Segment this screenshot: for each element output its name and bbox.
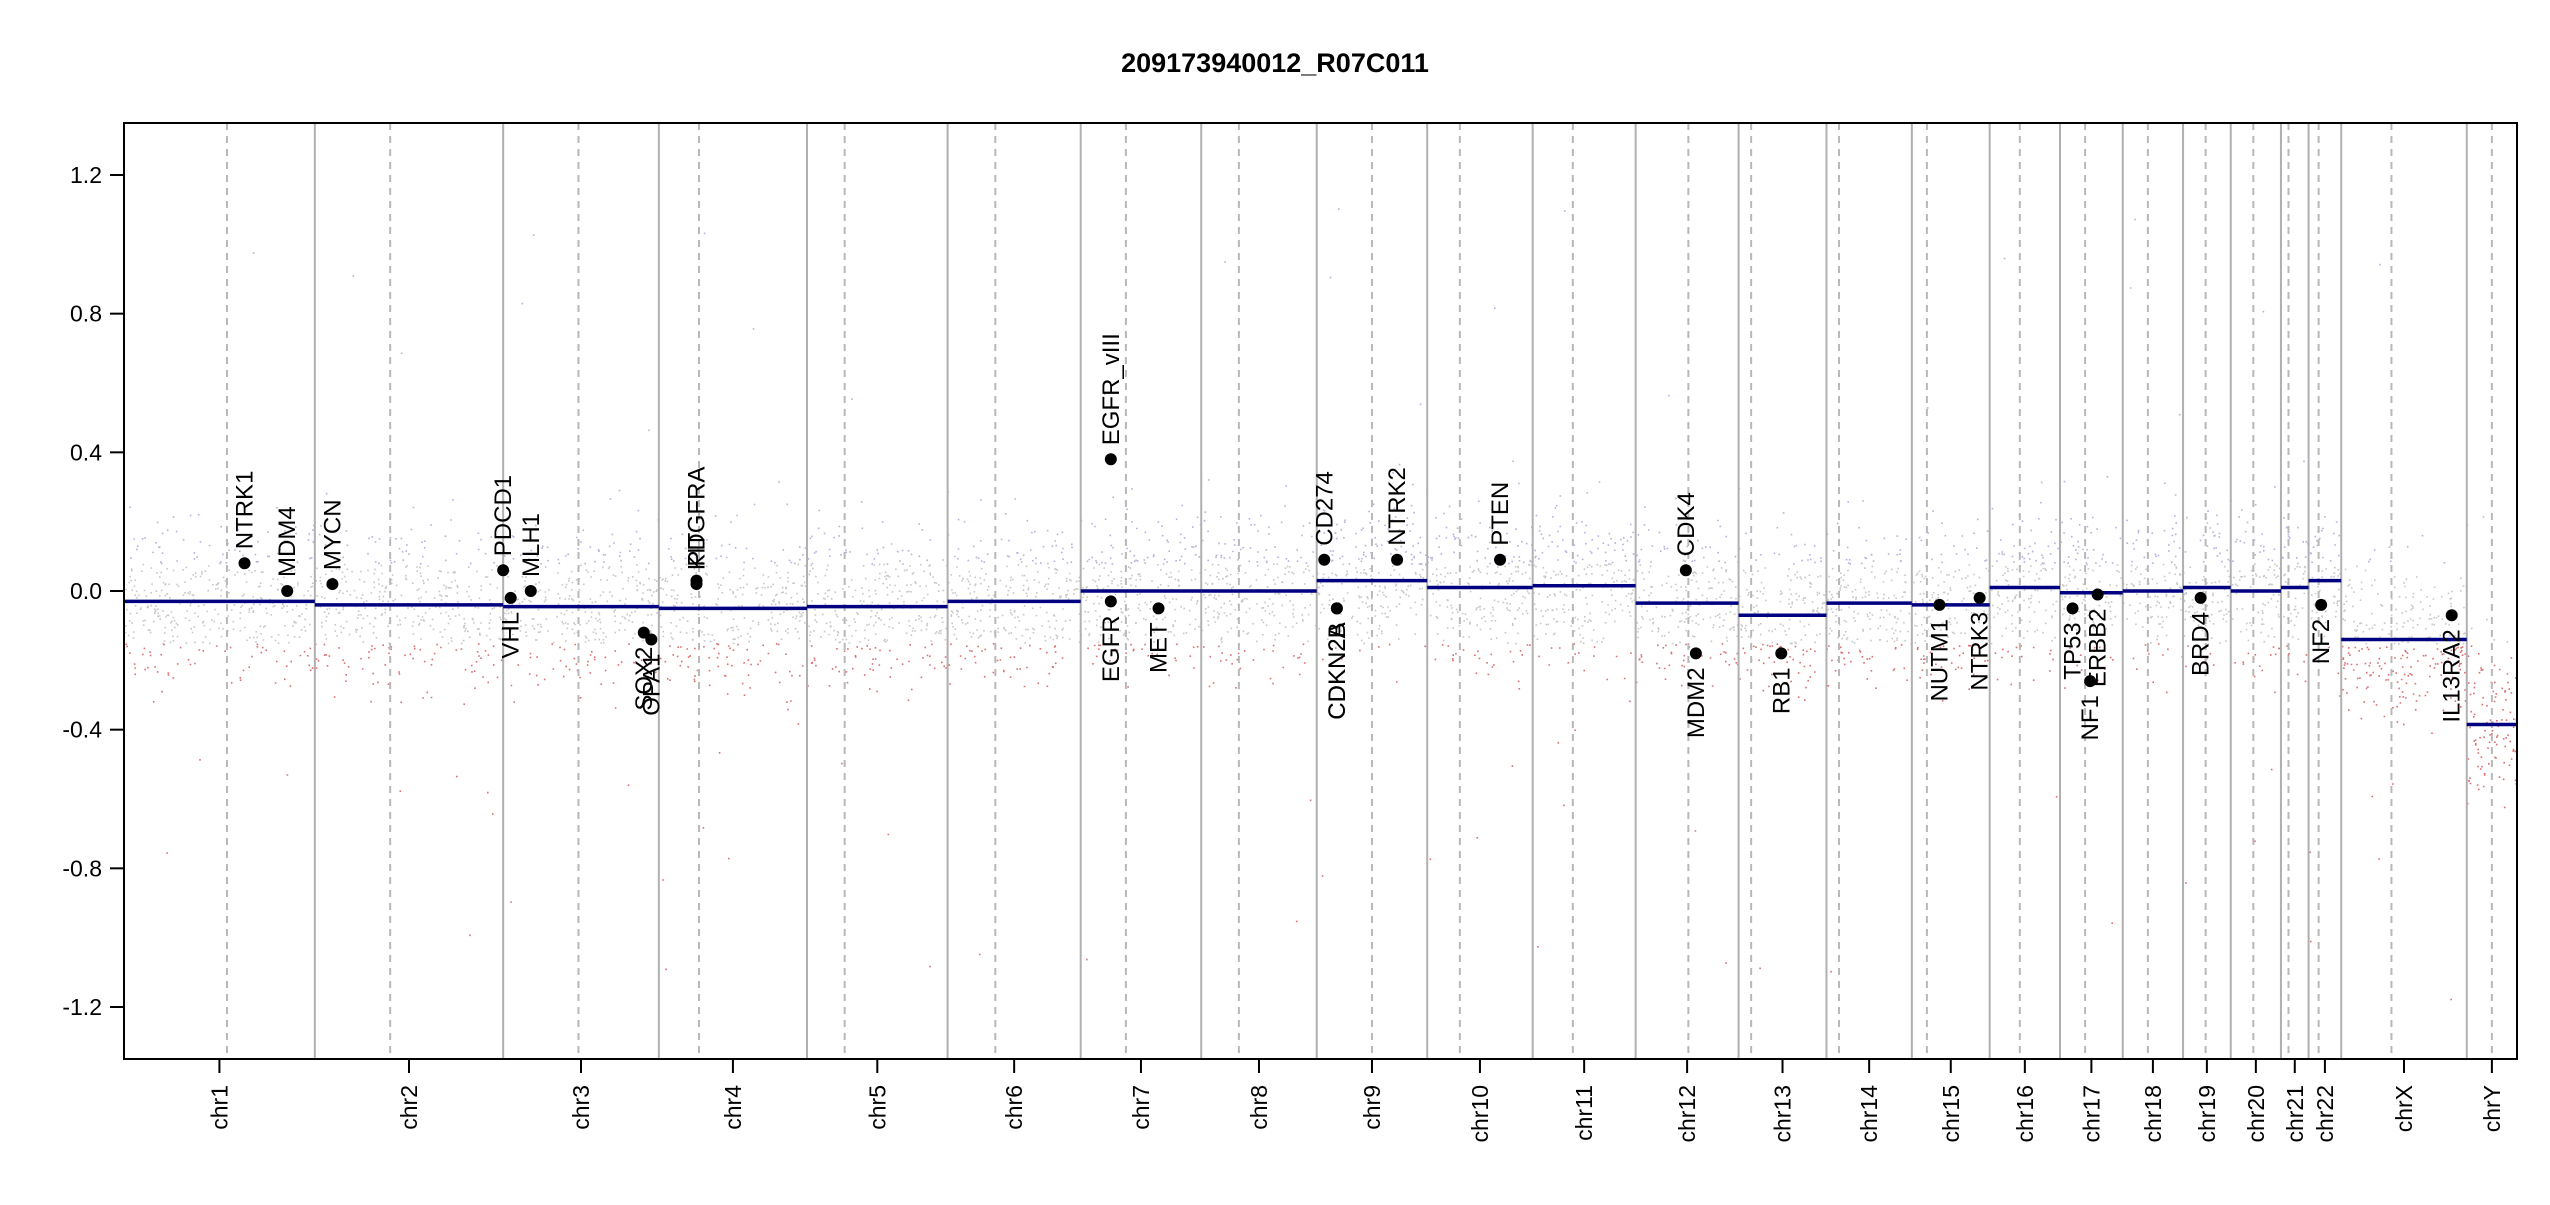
gene-point bbox=[690, 578, 703, 591]
gene-point bbox=[2445, 609, 2458, 622]
gene-point bbox=[504, 591, 517, 604]
gene-point bbox=[1104, 595, 1117, 608]
y-tick-label: -0.8 bbox=[62, 855, 102, 881]
x-tick-label: chr3 bbox=[568, 1085, 594, 1130]
x-tick-label: chr9 bbox=[1359, 1085, 1385, 1130]
gene-label: CDK4 bbox=[1673, 492, 1700, 556]
gene-label: EGFR bbox=[1098, 615, 1125, 682]
gene-point bbox=[2084, 675, 2097, 688]
x-tick-label: chr21 bbox=[2282, 1085, 2308, 1143]
gene-label: BRD4 bbox=[2188, 612, 2215, 676]
gene-point bbox=[2315, 598, 2328, 611]
gene-point bbox=[1973, 591, 1986, 604]
gene-point bbox=[637, 626, 650, 639]
gene-label: MDM4 bbox=[274, 506, 301, 577]
gene-label: NTRK3 bbox=[1967, 612, 1994, 691]
gene-label: OPA1 bbox=[638, 654, 665, 716]
gene-point bbox=[1494, 553, 1507, 566]
chart-title: 209173940012_R07C011 bbox=[1121, 48, 1429, 78]
gene-label: MLH1 bbox=[518, 513, 545, 577]
gene-label: VHL bbox=[498, 612, 525, 659]
x-tick-label: chr18 bbox=[2140, 1085, 2166, 1143]
gene-label: MET bbox=[1146, 622, 1173, 673]
gene-point bbox=[524, 585, 537, 597]
plot-frame bbox=[123, 122, 2518, 1060]
gene-label: NF1 bbox=[2077, 695, 2104, 740]
y-tick-label: 0.8 bbox=[70, 301, 102, 327]
gene-point bbox=[1689, 647, 1702, 660]
x-tick-label: chr10 bbox=[1467, 1085, 1493, 1143]
gene-point bbox=[326, 578, 339, 591]
gene-label: CD274 bbox=[1311, 471, 1338, 546]
x-tick-label: chr1 bbox=[206, 1085, 232, 1130]
x-tick-label: chr11 bbox=[1571, 1085, 1597, 1141]
x-tick-label: chr16 bbox=[2012, 1085, 2038, 1143]
gene-point bbox=[1775, 647, 1788, 660]
x-tick-label: chr6 bbox=[1001, 1085, 1027, 1130]
axes: chr1 chr2 chr3 chr4 chr5 chr6 chr7 chr8 chr9 chr1… bbox=[62, 162, 2505, 1143]
gene-point bbox=[1391, 553, 1404, 566]
gene-label: ERBB2 bbox=[2085, 608, 2112, 687]
x-tick-label: chrY bbox=[2479, 1085, 2505, 1132]
gene-label: EGFR_vIII bbox=[1098, 333, 1125, 445]
x-tick-label: chr20 bbox=[2243, 1085, 2269, 1143]
gene-label: IL13RA2 bbox=[2439, 629, 2466, 722]
gene-label: NTRK2 bbox=[1384, 467, 1411, 546]
gene-label: CDKN2B bbox=[1324, 622, 1351, 719]
gene-point bbox=[497, 564, 510, 577]
y-tick-label: -0.4 bbox=[62, 717, 102, 743]
y-tick-label: 0.4 bbox=[70, 439, 102, 465]
gene-label: TP53 bbox=[2060, 622, 2087, 679]
gene-point bbox=[281, 585, 294, 597]
gene-point bbox=[1318, 553, 1331, 566]
gene-label: SOX2 bbox=[631, 647, 658, 711]
gene-point bbox=[1330, 602, 1343, 615]
x-tick-label: chr13 bbox=[1770, 1085, 1796, 1143]
gene-label: PTEN bbox=[1487, 482, 1514, 546]
x-tick-label: chr17 bbox=[2078, 1085, 2104, 1143]
x-tick-label: chr5 bbox=[864, 1085, 890, 1130]
gene-point bbox=[1152, 602, 1165, 615]
gene-point bbox=[2066, 602, 2079, 615]
x-tick-label: chr14 bbox=[1856, 1085, 1882, 1143]
gene-point bbox=[238, 557, 251, 570]
x-tick-label: chr2 bbox=[396, 1085, 422, 1130]
gene-label: NF2 bbox=[2308, 619, 2335, 664]
x-tick-label: chr19 bbox=[2194, 1085, 2220, 1143]
gene-point bbox=[1104, 453, 1117, 466]
gene-point bbox=[645, 633, 658, 646]
gene-label: NTRK1 bbox=[232, 471, 259, 550]
x-tick-label: chr8 bbox=[1246, 1085, 1272, 1130]
x-tick-label: chr15 bbox=[1938, 1085, 1964, 1143]
segment-lines bbox=[124, 578, 2517, 727]
y-tick-label: -1.2 bbox=[62, 994, 102, 1020]
gene-label: NUTM1 bbox=[1926, 619, 1953, 702]
gene-label: PDGFRA bbox=[684, 467, 711, 567]
y-tick-label: 1.2 bbox=[70, 162, 102, 188]
gene-label: PDCD1 bbox=[490, 475, 517, 556]
x-tick-label: chr7 bbox=[1128, 1085, 1154, 1130]
gene-label: MYCN bbox=[319, 499, 346, 570]
x-tick-label: chr12 bbox=[1674, 1085, 1700, 1143]
y-tick-label: 0.0 bbox=[70, 578, 102, 604]
gene-label: RB1 bbox=[1768, 667, 1795, 714]
gene-label: CDKN2A bbox=[1324, 622, 1351, 719]
x-tick-label: chrX bbox=[2391, 1085, 2417, 1132]
gene-point bbox=[1933, 598, 1946, 611]
gene-label: MDM2 bbox=[1683, 667, 1710, 738]
x-tick-label: chr4 bbox=[720, 1085, 746, 1130]
gene-point bbox=[1679, 564, 1692, 577]
x-tick-label: chr22 bbox=[2312, 1085, 2338, 1143]
gene-label: KIT bbox=[684, 532, 711, 570]
gene-point bbox=[2091, 588, 2104, 601]
gene-point bbox=[2194, 591, 2207, 604]
